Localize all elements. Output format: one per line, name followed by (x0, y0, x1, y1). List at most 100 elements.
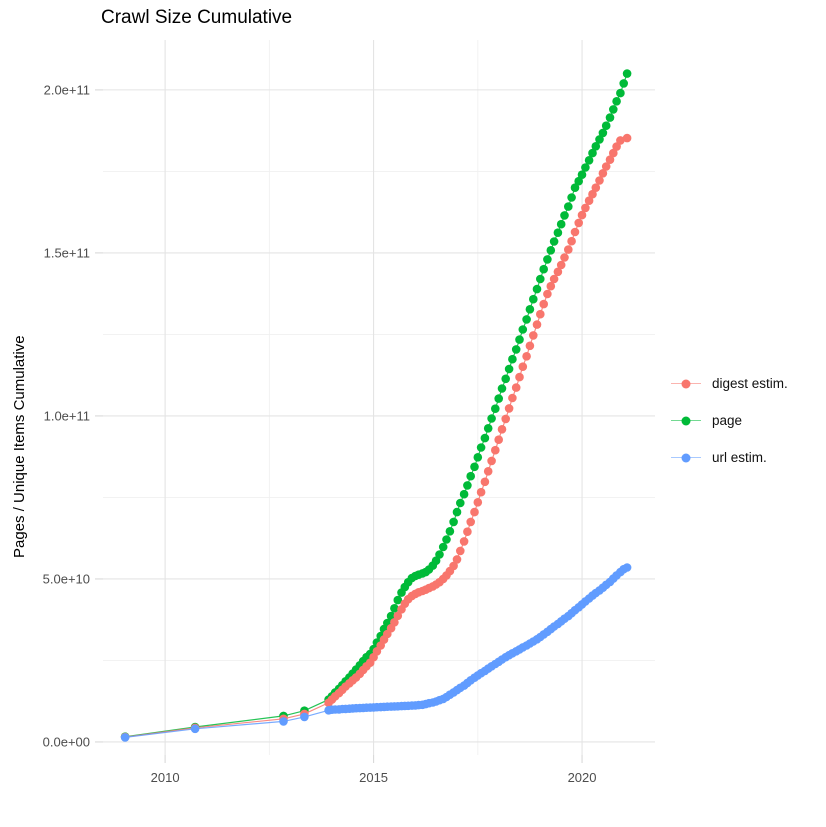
plot-title: Crawl Size Cumulative (101, 7, 293, 28)
series-point-digest-estim- (449, 561, 458, 571)
series-point-url-estim- (279, 717, 288, 726)
y-axis-tick-label: 1.0e+11 (44, 408, 90, 423)
x-axis-tick-label: 2015 (359, 770, 388, 785)
y-axis-tick-label: 5.0e+10 (43, 571, 90, 586)
series-point-page (438, 542, 448, 552)
series-line-page (125, 73, 628, 738)
series-point-page (511, 345, 521, 354)
series-point-digest-estim- (525, 341, 535, 351)
series-point-digest-estim- (605, 155, 615, 164)
series-point-page (601, 121, 611, 130)
x-axis-tick-label: 2010 (151, 770, 180, 785)
series-point-page (605, 113, 615, 122)
series-point-digest-estim- (553, 267, 563, 277)
series-point-digest-estim- (549, 274, 559, 284)
series-point-digest-estim- (584, 196, 594, 205)
series-point-page (390, 604, 399, 613)
series-point-digest-estim- (560, 253, 569, 262)
series-point-url-estim- (120, 733, 130, 742)
series-point-url-estim- (190, 724, 200, 734)
series-point-page (522, 315, 531, 324)
series-point-digest-estim- (536, 309, 545, 319)
series-point-page (598, 128, 608, 138)
legend-label: digest estim. (712, 376, 788, 391)
series-point-digest-estim- (622, 133, 632, 143)
series-point-page (595, 135, 604, 144)
series-point-digest-estim- (456, 546, 465, 556)
series-point-page (445, 527, 455, 536)
y-axis-tick-label: 1.5e+11 (44, 245, 90, 260)
series-point-url-estim- (622, 563, 632, 572)
series-point-page (570, 183, 580, 192)
series-point-digest-estim- (459, 537, 469, 546)
series-point-page (546, 246, 556, 255)
series-point-page (564, 202, 573, 211)
series-point-page (515, 335, 524, 344)
series-point-page (560, 211, 569, 220)
series-point-digest-estim- (612, 142, 621, 151)
series-point-digest-estim- (598, 169, 608, 178)
series-point-page (609, 105, 618, 114)
series-point-digest-estim- (476, 487, 486, 497)
series-point-page (501, 374, 511, 384)
series-point-digest-estim- (518, 362, 528, 372)
series-point-digest-estim- (574, 218, 583, 228)
series-point-page (497, 384, 507, 393)
series-point-digest-estim- (511, 383, 521, 392)
series-point-page (456, 498, 465, 508)
legend-item-url-estim-: url estim. (671, 439, 788, 476)
series-point-page (435, 550, 444, 559)
series-point-digest-estim- (546, 281, 556, 291)
legend-key-icon (671, 451, 701, 464)
series-point-digest-estim- (473, 498, 483, 507)
series-point-page (616, 88, 625, 98)
series-point-page (466, 471, 476, 481)
series-point-digest-estim- (393, 611, 403, 621)
series-point-page (539, 264, 548, 274)
series-point-digest-estim- (463, 527, 472, 536)
legend-label: page (712, 413, 743, 428)
series-point-page (442, 535, 451, 544)
series-point-digest-estim- (564, 245, 573, 254)
series-point-digest-estim- (556, 260, 566, 270)
series-point-digest-estim- (491, 445, 500, 455)
legend: digest estim. page url estim. (671, 365, 788, 476)
legend-item-page: page (671, 402, 788, 439)
legend-label: url estim. (712, 450, 767, 465)
series-point-digest-estim- (588, 189, 597, 199)
series-point-digest-estim- (390, 618, 399, 627)
series-point-digest-estim- (452, 555, 462, 564)
series-point-digest-estim- (487, 456, 496, 466)
series-point-page (473, 453, 483, 462)
series-point-page (577, 170, 587, 179)
series-point-page (543, 255, 552, 264)
series-point-page (612, 97, 621, 106)
series-point-page (584, 156, 594, 165)
series-point-digest-estim- (497, 425, 507, 434)
series-point-digest-estim- (609, 148, 618, 158)
series-point-page (393, 595, 403, 605)
series-point-digest-estim- (508, 393, 517, 403)
series-point-page (470, 462, 479, 472)
series-point-page (452, 507, 462, 517)
series-point-digest-estim- (601, 162, 611, 171)
series-point-digest-estim- (470, 507, 479, 517)
series-point-page (504, 364, 514, 374)
series-point-page (463, 481, 472, 490)
series-point-page (518, 325, 528, 334)
series-point-page (483, 424, 493, 433)
series-point-page (494, 394, 504, 403)
y-axis-tick-label: 0.0e+00 (43, 734, 90, 749)
series-point-digest-estim- (504, 404, 514, 413)
series-point-digest-estim- (515, 372, 524, 382)
series-point-digest-estim- (494, 435, 504, 445)
series-point-digest-estim- (577, 210, 587, 220)
series-point-digest-estim- (532, 320, 542, 329)
series-point-page (459, 489, 469, 499)
series-point-page (529, 294, 538, 304)
x-axis-tick-label: 2020 (568, 770, 597, 785)
series-point-page (574, 176, 583, 186)
legend-key-icon (671, 377, 701, 390)
series-point-page (476, 443, 486, 452)
